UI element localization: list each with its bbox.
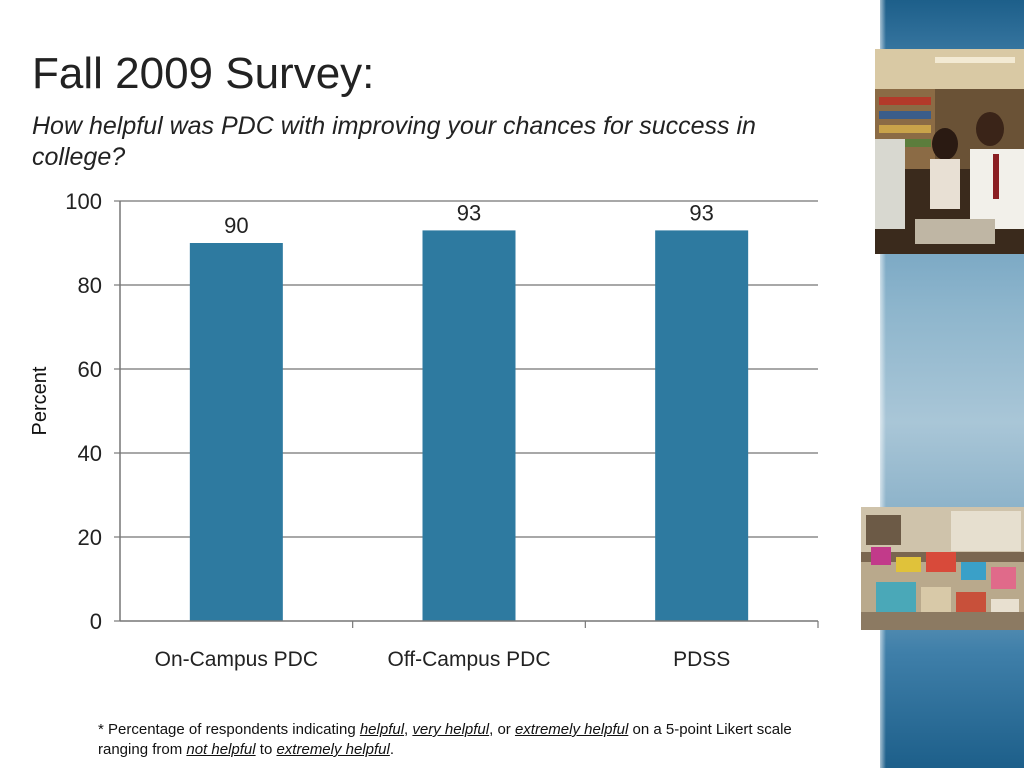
y-tick-label-60: 60 xyxy=(78,357,102,382)
footnote-text-1: * Percentage of respondents indicating xyxy=(98,721,360,738)
slide-subtitle: How helpful was PDC with improving your … xyxy=(32,112,756,171)
y-tick-label-20: 20 xyxy=(78,525,102,550)
footnote-term-helpful: helpful xyxy=(359,721,405,738)
footnote-text-5: to xyxy=(255,741,277,758)
data-label-1: 90 xyxy=(224,213,248,238)
x-tick-label-2: Off-Campus PDC xyxy=(388,648,551,671)
bars xyxy=(189,230,749,621)
y-axis-label: Percent xyxy=(29,366,51,435)
footnote-term-very-helpful: very helpful xyxy=(412,721,490,738)
bar-3 xyxy=(655,230,749,621)
y-tick-label-80: 80 xyxy=(78,273,102,298)
footnote-text-4: on a 5-point Likert scale ranging from xyxy=(98,721,792,758)
footnote-text-2: , xyxy=(404,721,413,738)
y-tick-label-40: 40 xyxy=(78,441,102,466)
x-tick-label-3: PDSS xyxy=(673,648,730,671)
bar-1 xyxy=(189,243,283,621)
axes xyxy=(114,200,819,628)
bar-2 xyxy=(422,230,516,621)
y-tick-label-0: 0 xyxy=(90,609,102,634)
data-label-2: 93 xyxy=(457,200,481,225)
labels: 0 20 40 60 80 100 90 On-Campus PDC 93 Off-Campus … xyxy=(29,189,730,671)
footnote-text-3: , or xyxy=(489,721,515,738)
bar-chart: 0 20 40 60 80 100 90 On-Campus PDC 93 Off-Campus … xyxy=(29,189,819,671)
footnote-term-not-helpful: not helpful xyxy=(186,741,256,758)
slide-title: Fall 2009 Survey: xyxy=(32,49,375,98)
footnote: * Percentage of respondents indicating h… xyxy=(98,720,818,760)
classroom-photo xyxy=(875,49,1024,254)
workshop-table-photo xyxy=(861,507,1024,630)
footnote-term-extremely-helpful-2: extremely helpful xyxy=(276,741,390,758)
footnote-term-extremely-helpful: extremely helpful xyxy=(514,721,629,738)
y-tick-label-100: 100 xyxy=(65,189,102,214)
footnote-text-6: . xyxy=(389,741,395,758)
x-tick-label-1: On-Campus PDC xyxy=(155,648,318,671)
data-label-3: 93 xyxy=(689,200,713,225)
